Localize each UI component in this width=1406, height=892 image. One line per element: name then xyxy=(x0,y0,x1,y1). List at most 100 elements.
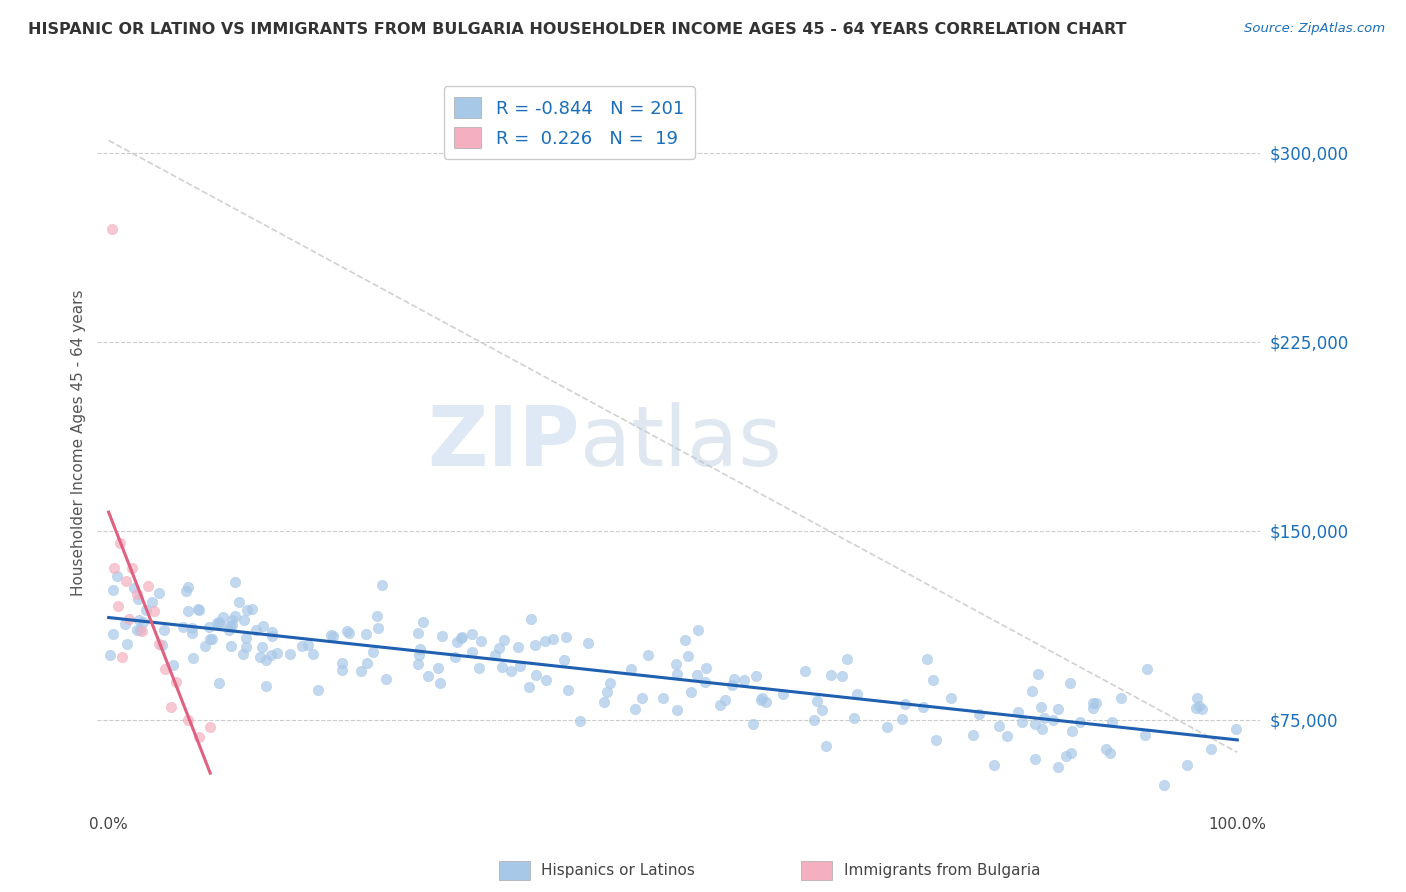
Point xyxy=(152,623,174,637)
Point xyxy=(370,577,392,591)
Point xyxy=(721,678,744,692)
Point xyxy=(967,707,990,722)
Text: atlas: atlas xyxy=(579,402,782,483)
Point xyxy=(492,632,515,647)
Point xyxy=(159,700,181,714)
Point xyxy=(172,620,194,634)
Point xyxy=(221,613,243,627)
Point xyxy=(820,667,842,681)
Point xyxy=(367,621,389,635)
Point xyxy=(745,669,768,683)
Point xyxy=(666,666,689,681)
Point xyxy=(260,629,283,643)
Point xyxy=(666,703,689,717)
Point xyxy=(101,582,124,597)
Point xyxy=(153,662,176,676)
Point xyxy=(693,675,716,690)
Point xyxy=(187,603,209,617)
Point xyxy=(508,640,530,654)
Point xyxy=(207,615,229,630)
Point xyxy=(336,624,359,639)
Point xyxy=(444,650,467,665)
Point xyxy=(103,561,125,575)
Point xyxy=(894,698,917,712)
Point xyxy=(250,640,273,654)
Point xyxy=(523,639,546,653)
Point xyxy=(501,664,523,678)
Point xyxy=(302,647,325,661)
Point xyxy=(350,665,373,679)
Point xyxy=(461,645,484,659)
Legend: R = -0.844   N = 201, R =  0.226   N =  19: R = -0.844 N = 201, R = 0.226 N = 19 xyxy=(443,87,695,159)
Point xyxy=(794,665,817,679)
Point xyxy=(254,653,277,667)
Point xyxy=(409,642,432,657)
Point xyxy=(260,648,283,662)
Point xyxy=(1032,711,1054,725)
Point xyxy=(1042,713,1064,727)
Point xyxy=(111,649,134,664)
Point xyxy=(176,584,198,599)
Point xyxy=(135,602,157,616)
Point xyxy=(470,634,492,648)
Point xyxy=(915,652,938,666)
Point xyxy=(148,637,170,651)
Point xyxy=(755,695,778,709)
Point xyxy=(235,631,257,645)
Point xyxy=(128,623,150,637)
Point xyxy=(810,703,832,717)
Point xyxy=(319,628,342,642)
Point xyxy=(1083,696,1105,710)
Point xyxy=(200,720,222,734)
Point xyxy=(751,691,773,706)
Point xyxy=(1021,683,1043,698)
Point xyxy=(1101,714,1123,729)
Point xyxy=(676,649,699,664)
Text: Hispanics or Latinos: Hispanics or Latinos xyxy=(541,863,695,878)
Point xyxy=(1153,778,1175,792)
Point xyxy=(686,668,709,682)
Point xyxy=(983,758,1005,772)
Point xyxy=(266,646,288,660)
Point xyxy=(121,561,143,575)
Point xyxy=(665,657,688,671)
Point xyxy=(208,616,231,631)
Point xyxy=(688,624,710,638)
Point xyxy=(1188,699,1211,714)
Point xyxy=(406,626,429,640)
Point xyxy=(101,221,124,235)
Point xyxy=(165,674,187,689)
Point xyxy=(224,575,246,590)
Point xyxy=(1136,662,1159,676)
Point xyxy=(231,647,253,661)
Point xyxy=(1026,667,1049,681)
Point xyxy=(1024,717,1046,731)
Point xyxy=(723,672,745,686)
Point xyxy=(876,720,898,734)
Point xyxy=(187,602,209,616)
Point xyxy=(356,656,378,670)
Point xyxy=(1083,701,1105,715)
Point xyxy=(131,624,153,639)
Point xyxy=(837,652,859,666)
Point xyxy=(107,599,129,614)
Point xyxy=(198,632,221,646)
Point xyxy=(176,713,198,727)
Point xyxy=(125,623,148,637)
Point xyxy=(208,676,231,690)
Point xyxy=(430,629,453,643)
Point xyxy=(219,619,242,633)
Point xyxy=(408,648,430,662)
Point xyxy=(201,632,224,646)
Point xyxy=(427,661,450,675)
Point xyxy=(228,595,250,609)
Point xyxy=(1109,691,1132,706)
Point xyxy=(249,650,271,665)
Point xyxy=(337,626,360,640)
Point xyxy=(254,679,277,693)
Point xyxy=(354,627,377,641)
Point xyxy=(127,592,149,607)
Point xyxy=(307,683,329,698)
Point xyxy=(221,618,243,632)
Point xyxy=(132,615,155,629)
